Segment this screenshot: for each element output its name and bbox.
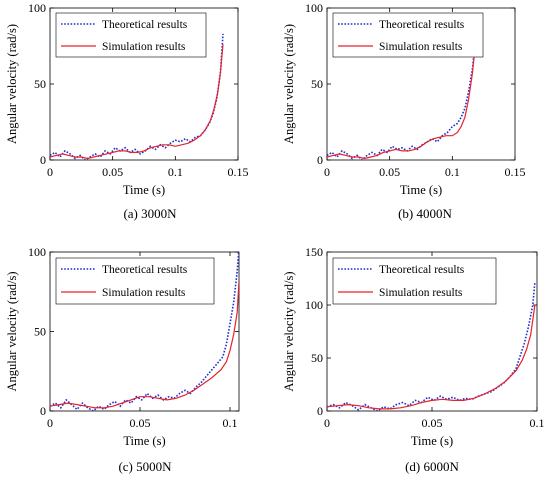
x-tick-label: 0.1 xyxy=(530,416,545,430)
series-line-simulation xyxy=(327,304,536,410)
x-axis-label: Time (s) xyxy=(400,183,442,197)
y-tick-label: 100 xyxy=(305,298,323,312)
x-tick-label: 0.1 xyxy=(445,165,460,179)
y-tick-label: 0 xyxy=(317,153,323,167)
x-tick-label: 0.15 xyxy=(505,165,526,179)
legend-box xyxy=(55,257,215,305)
series-line-simulation xyxy=(50,44,224,160)
x-tick-label: 0 xyxy=(47,416,53,430)
y-tick-label: 0 xyxy=(317,404,323,418)
y-tick-label: 0 xyxy=(40,404,46,418)
y-tick-label: 50 xyxy=(311,77,323,91)
x-tick-label: 0 xyxy=(47,165,53,179)
subplot-1: 0 0.05 0.1 0.15 0 50 100 Theoretical results Sim… xyxy=(5,1,249,221)
legend-box xyxy=(332,12,484,58)
subplot-caption: (c) 5000N xyxy=(118,459,172,474)
x-tick-label: 0.05 xyxy=(379,165,400,179)
y-tick-label: 100 xyxy=(28,245,46,259)
y-axis-label: Angular velocity (rad/s) xyxy=(282,271,296,391)
x-tick-label: 0.05 xyxy=(422,416,443,430)
x-tick-label: 0.15 xyxy=(228,165,249,179)
x-tick-label: 0 xyxy=(324,416,330,430)
subplot-2: 0 0.05 0.1 0.15 0 50 100 Theoretical results Sim… xyxy=(282,1,526,221)
x-tick-label: 0.1 xyxy=(223,416,238,430)
y-tick-label: 50 xyxy=(34,325,46,339)
y-tick-label: 100 xyxy=(28,1,46,15)
x-tick-label: 0.05 xyxy=(130,416,151,430)
legend-box xyxy=(55,12,207,58)
subplot-caption: (a) 3000N xyxy=(123,206,177,221)
legend-label-simulation: Simulation results xyxy=(379,41,463,53)
y-tick-label: 50 xyxy=(311,351,323,365)
subplot-4: 0 0.05 0.1 0 50 100 150 Theoretical results Simu… xyxy=(282,245,545,474)
legend-label-theoretical: Theoretical results xyxy=(102,264,188,276)
y-tick-label: 150 xyxy=(305,245,323,259)
legend-label-theoretical: Theoretical results xyxy=(102,19,188,31)
y-axis-label: Angular velocity (rad/s) xyxy=(5,24,19,144)
legend-label-theoretical: Theoretical results xyxy=(379,19,465,31)
x-axis-label: Time (s) xyxy=(411,434,453,448)
x-tick-label: 0.05 xyxy=(102,165,123,179)
subplot-caption: (d) 6000N xyxy=(405,459,459,474)
subplot-3: 0 0.05 0.1 0 50 100 Theoretical results Simulat… xyxy=(5,245,240,474)
y-tick-label: 100 xyxy=(305,1,323,15)
legend-label-simulation: Simulation results xyxy=(379,287,463,299)
legend-box xyxy=(332,257,497,305)
legend-label-simulation: Simulation results xyxy=(102,287,186,299)
subplot-caption: (b) 4000N xyxy=(398,206,452,221)
x-tick-label: 0 xyxy=(324,165,330,179)
x-axis-label: Time (s) xyxy=(123,183,165,197)
y-tick-label: 50 xyxy=(34,77,46,91)
series-line-simulation xyxy=(50,280,239,409)
legend-label-simulation: Simulation results xyxy=(102,41,186,53)
series-line-theoretical xyxy=(50,252,239,411)
series-line-simulation xyxy=(327,23,478,160)
x-axis-label: Time (s) xyxy=(123,434,165,448)
y-axis-label: Angular velocity (rad/s) xyxy=(282,24,296,144)
y-tick-label: 0 xyxy=(40,153,46,167)
y-axis-label: Angular velocity (rad/s) xyxy=(5,271,19,391)
legend-label-theoretical: Theoretical results xyxy=(379,264,465,276)
x-tick-label: 0.1 xyxy=(168,165,183,179)
